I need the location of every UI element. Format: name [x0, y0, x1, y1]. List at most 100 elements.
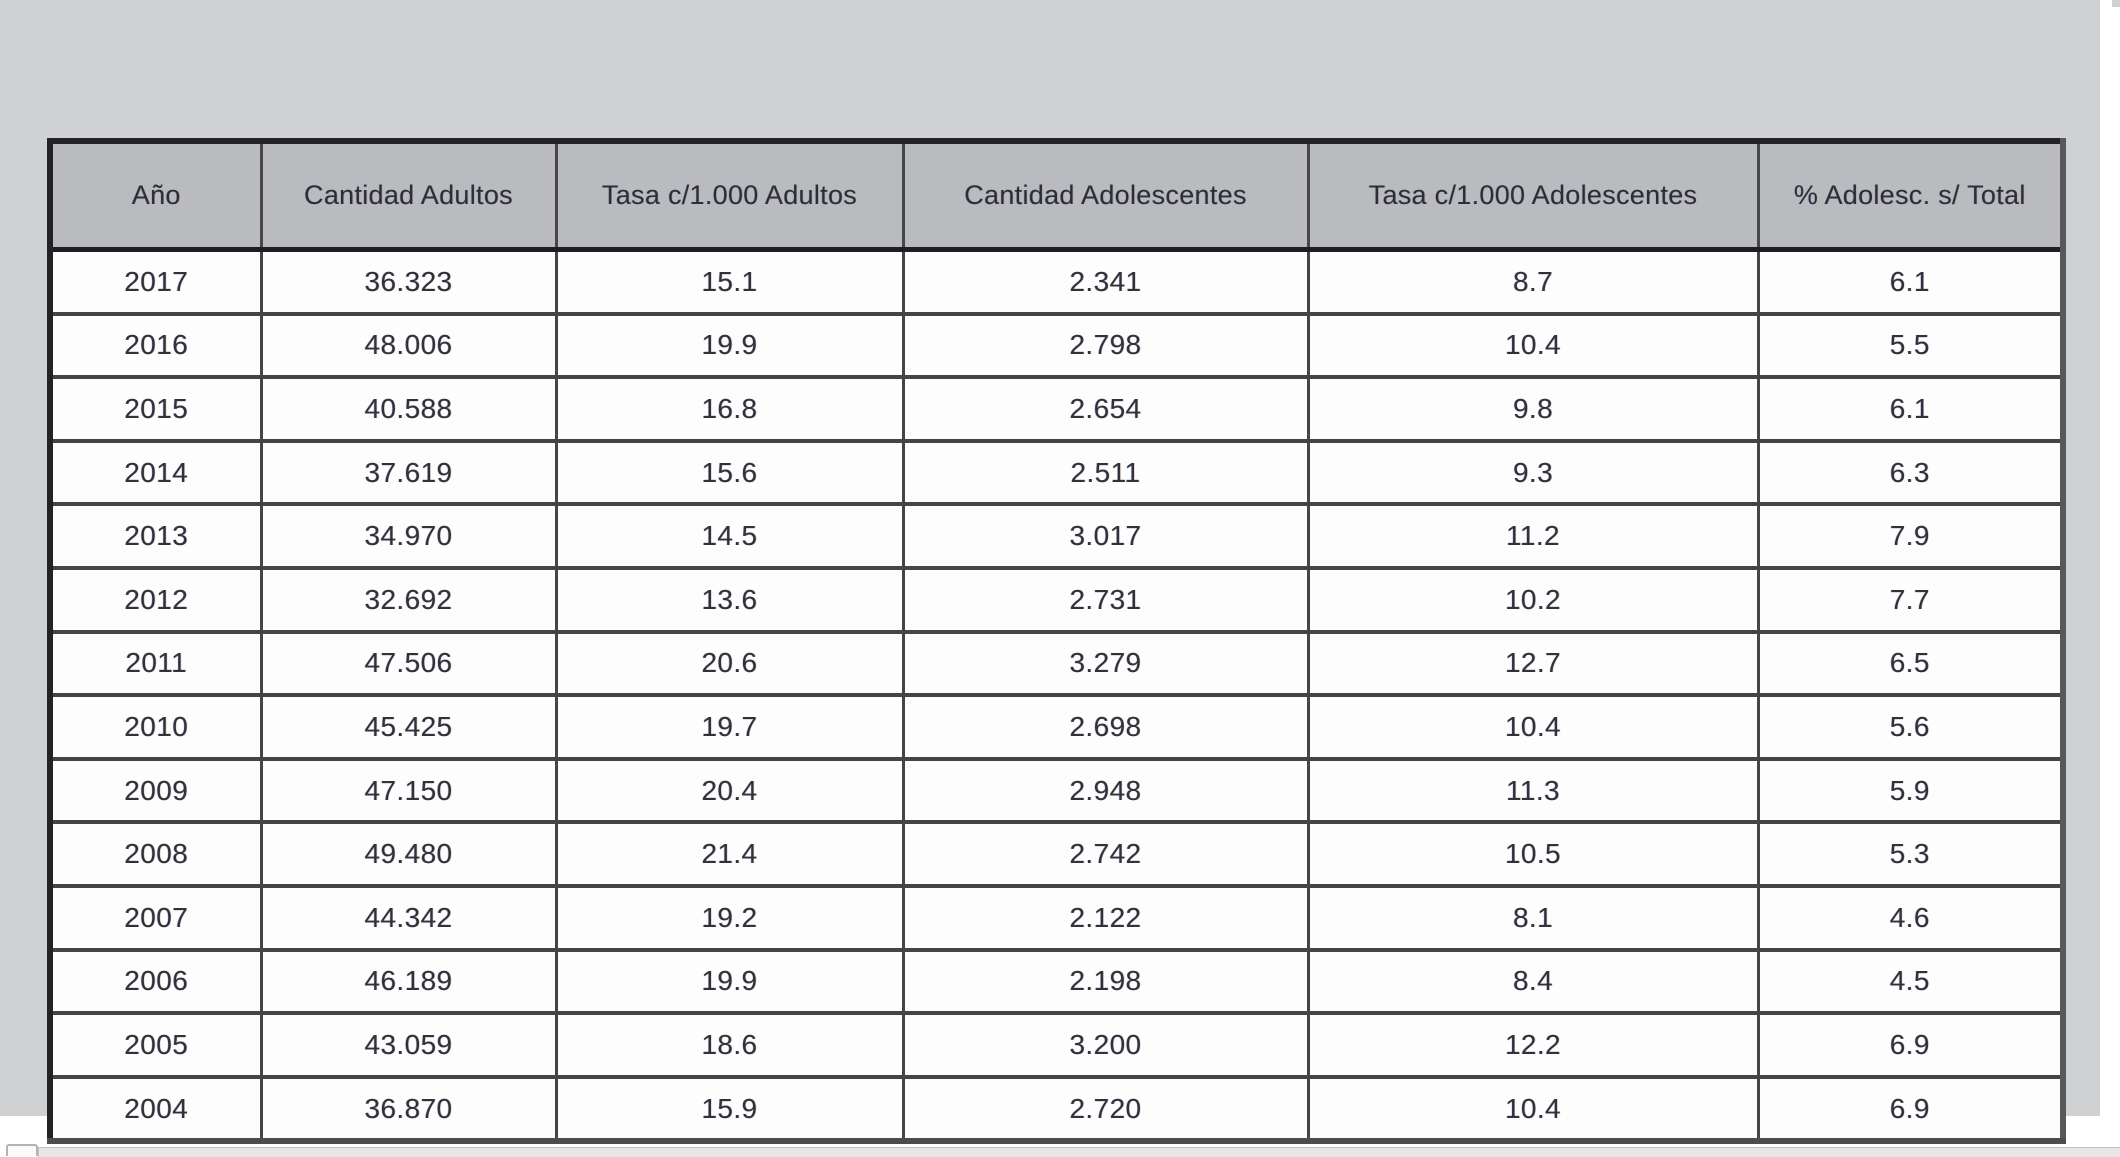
- header-row: Año Cantidad Adultos Tasa c/1.000 Adulto…: [48, 139, 2065, 252]
- table-cell-adolescent-count: 2.798: [901, 311, 1310, 379]
- table-cell-adolescent-pct: 6.1: [1756, 375, 2065, 443]
- statistics-table: Año Cantidad Adultos Tasa c/1.000 Adulto…: [47, 138, 2066, 1145]
- table-cell-adult-rate: 19.7: [554, 693, 905, 761]
- table-cell-adolescent-rate: 10.4: [1306, 311, 1760, 379]
- table-cell-adult-rate: 14.5: [554, 502, 905, 570]
- table-cell-adolescent-rate: 10.4: [1306, 693, 1760, 761]
- table-cell-adolescent-rate: 11.2: [1306, 502, 1760, 570]
- table-cell-adult-count: 32.692: [259, 565, 558, 634]
- table-cell-adolescent-rate: 9.3: [1306, 438, 1760, 506]
- table-cell-adolescent-rate: 8.7: [1306, 247, 1760, 316]
- table-row: 2015 40.588 16.8 2.654 9.8 6.1: [48, 375, 2065, 443]
- column-header-year: Año: [48, 139, 263, 252]
- table-cell-adult-count: 48.006: [259, 311, 558, 379]
- table-row: 2008 49.480 21.4 2.742 10.5 5.3: [48, 820, 2065, 888]
- table-body: 2017 36.323 15.1 2.341 8.7 6.1 2016 48.0…: [48, 247, 2065, 1143]
- table-row: 2012 32.692 13.6 2.731 10.2 7.7: [48, 565, 2065, 634]
- table-cell-adolescent-count: 2.511: [901, 438, 1310, 506]
- table-cell-adolescent-rate: 8.1: [1306, 883, 1760, 952]
- table-cell-adult-rate: 19.9: [554, 947, 905, 1015]
- table-cell-adult-rate: 13.6: [554, 565, 905, 634]
- table-cell-adult-count: 40.588: [259, 375, 558, 443]
- table-cell-adolescent-pct: 6.9: [1756, 1074, 2065, 1143]
- column-header-adult-rate: Tasa c/1.000 Adultos: [554, 139, 905, 252]
- table-row: 2017 36.323 15.1 2.341 8.7 6.1: [48, 247, 2065, 316]
- table-cell-year: 2010: [48, 693, 263, 761]
- table-cell-adult-count: 47.150: [259, 756, 558, 824]
- table-cell-adolescent-count: 3.017: [901, 502, 1310, 570]
- table-row: 2006 46.189 19.9 2.198 8.4 4.5: [48, 947, 2065, 1015]
- table-cell-adolescent-rate: 10.4: [1306, 1074, 1760, 1143]
- table-cell-adult-rate: 18.6: [554, 1011, 905, 1079]
- table-cell-adolescent-pct: 6.9: [1756, 1011, 2065, 1079]
- table-row: 2011 47.506 20.6 3.279 12.7 6.5: [48, 629, 2065, 697]
- table-cell-adolescent-count: 2.122: [901, 883, 1310, 952]
- table-cell-adolescent-rate: 10.2: [1306, 565, 1760, 634]
- table-row: 2014 37.619 15.6 2.511 9.3 6.3: [48, 438, 2065, 506]
- next-page-top-edge: [38, 1147, 2120, 1157]
- table-cell-adolescent-pct: 6.3: [1756, 438, 2065, 506]
- table-row: 2004 36.870 15.9 2.720 10.4 6.9: [48, 1074, 2065, 1143]
- table-cell-year: 2012: [48, 565, 263, 634]
- table-cell-adult-rate: 19.2: [554, 883, 905, 952]
- column-header-adult-count: Cantidad Adultos: [259, 139, 558, 252]
- table-cell-adult-count: 36.870: [259, 1074, 558, 1143]
- table-cell-adolescent-count: 3.279: [901, 629, 1310, 697]
- table-row: 2013 34.970 14.5 3.017 11.2 7.9: [48, 502, 2065, 570]
- table-cell-adolescent-rate: 12.7: [1306, 629, 1760, 697]
- page-corner-tab: [6, 1144, 38, 1156]
- table-cell-year: 2011: [48, 629, 263, 697]
- table-cell-adult-count: 37.619: [259, 438, 558, 506]
- table-cell-year: 2013: [48, 502, 263, 570]
- table-cell-year: 2005: [48, 1011, 263, 1079]
- table-cell-adolescent-rate: 8.4: [1306, 947, 1760, 1015]
- table-row: 2007 44.342 19.2 2.122 8.1 4.6: [48, 883, 2065, 952]
- table-cell-adolescent-count: 2.198: [901, 947, 1310, 1015]
- table-cell-adolescent-pct: 4.5: [1756, 947, 2065, 1015]
- table-cell-adolescent-pct: 5.3: [1756, 820, 2065, 888]
- table-cell-adolescent-count: 2.742: [901, 820, 1310, 888]
- column-header-adolescent-count: Cantidad Adolescentes: [901, 139, 1310, 252]
- table-cell-adolescent-count: 2.720: [901, 1074, 1310, 1143]
- table-cell-adult-rate: 15.1: [554, 247, 905, 316]
- table-cell-adult-rate: 16.8: [554, 375, 905, 443]
- table-cell-adolescent-pct: 7.9: [1756, 502, 2065, 570]
- table-cell-adult-count: 44.342: [259, 883, 558, 952]
- table-cell-adult-count: 36.323: [259, 247, 558, 316]
- table-cell-adult-rate: 20.4: [554, 756, 905, 824]
- table-cell-adolescent-rate: 9.8: [1306, 375, 1760, 443]
- table-cell-adolescent-pct: 5.9: [1756, 756, 2065, 824]
- table-cell-adult-rate: 15.9: [554, 1074, 905, 1143]
- table-cell-adolescent-pct: 5.6: [1756, 693, 2065, 761]
- table-cell-adolescent-count: 2.698: [901, 693, 1310, 761]
- table-cell-year: 2016: [48, 311, 263, 379]
- column-header-adolescent-rate: Tasa c/1.000 Adolescentes: [1306, 139, 1760, 252]
- table-cell-adult-count: 43.059: [259, 1011, 558, 1079]
- table-row: 2016 48.006 19.9 2.798 10.4 5.5: [48, 311, 2065, 379]
- table-cell-adolescent-count: 2.654: [901, 375, 1310, 443]
- table-cell-adolescent-rate: 10.5: [1306, 820, 1760, 888]
- table-cell-year: 2014: [48, 438, 263, 506]
- table-cell-adult-rate: 15.6: [554, 438, 905, 506]
- table-cell-adult-rate: 20.6: [554, 629, 905, 697]
- table-cell-adult-count: 46.189: [259, 947, 558, 1015]
- table-cell-adolescent-pct: 5.5: [1756, 311, 2065, 379]
- table-row: 2010 45.425 19.7 2.698 10.4 5.6: [48, 693, 2065, 761]
- table-cell-adult-count: 45.425: [259, 693, 558, 761]
- table-cell-year: 2008: [48, 820, 263, 888]
- page-corner-fragment: [2112, 0, 2120, 7]
- table-cell-adolescent-rate: 12.2: [1306, 1011, 1760, 1079]
- table-cell-adult-count: 49.480: [259, 820, 558, 888]
- table-cell-adolescent-pct: 4.6: [1756, 883, 2065, 952]
- table-cell-adult-count: 34.970: [259, 502, 558, 570]
- table-cell-adolescent-pct: 7.7: [1756, 565, 2065, 634]
- table-cell-adult-rate: 19.9: [554, 311, 905, 379]
- table-cell-adolescent-rate: 11.3: [1306, 756, 1760, 824]
- column-header-adolescent-pct: % Adolesc. s/ Total: [1756, 139, 2065, 252]
- table-cell-adolescent-count: 2.731: [901, 565, 1310, 634]
- table-row: 2009 47.150 20.4 2.948 11.3 5.9: [48, 756, 2065, 824]
- table-cell-adolescent-pct: 6.1: [1756, 247, 2065, 316]
- table-cell-adolescent-count: 2.341: [901, 247, 1310, 316]
- table-cell-year: 2007: [48, 883, 263, 952]
